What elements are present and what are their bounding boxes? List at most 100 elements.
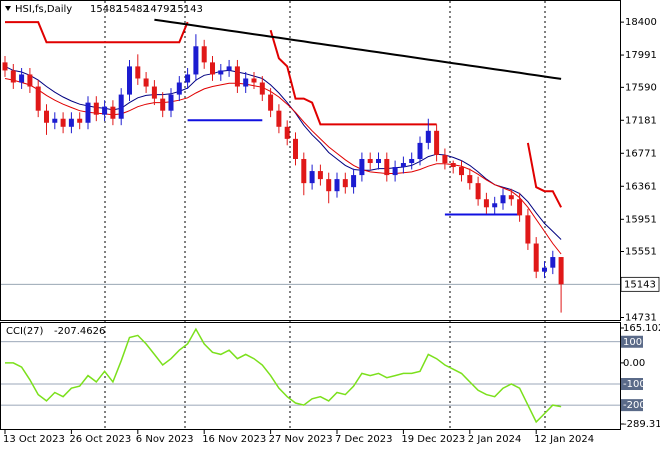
y-tick-label: 15551 xyxy=(625,246,657,257)
candle-body xyxy=(409,158,415,164)
candle-body xyxy=(376,158,381,164)
candle-body xyxy=(243,78,249,87)
candle-body xyxy=(309,171,315,184)
candle-body xyxy=(293,138,298,159)
candle-body xyxy=(168,94,174,111)
x-tick-label: 26 Oct 2023 xyxy=(69,434,131,445)
cci-pane xyxy=(0,322,621,430)
candle-body xyxy=(517,199,523,216)
candle-body xyxy=(359,158,365,176)
candle-body xyxy=(60,118,66,127)
header-high: 15482 xyxy=(117,4,149,15)
candle-body xyxy=(558,257,564,285)
candle-body xyxy=(185,74,191,83)
y-tick-label: 165.1026 xyxy=(623,323,660,334)
candle-body xyxy=(218,70,224,75)
candle-body xyxy=(342,179,348,188)
candle-body xyxy=(400,163,406,168)
x-tick-label: 13 Oct 2023 xyxy=(3,434,65,445)
y-tick-label: 17590 xyxy=(625,82,657,93)
candle-body xyxy=(550,257,556,268)
candle-body xyxy=(334,179,340,192)
cci-title: CCI(27) xyxy=(6,326,44,337)
candle-body xyxy=(301,158,307,184)
y-tick-label: 14731 xyxy=(625,313,657,324)
y-tick-label: 100 xyxy=(623,337,642,348)
candle-body xyxy=(77,118,83,123)
candle-body xyxy=(234,66,240,87)
candle-body xyxy=(284,126,290,139)
level-box xyxy=(621,399,643,412)
candle-body xyxy=(533,243,539,272)
candle-body xyxy=(201,46,207,63)
x-tick-label: 12 Jan 2024 xyxy=(534,434,594,445)
candle-body xyxy=(110,106,116,119)
candle-body xyxy=(268,94,274,111)
candle-body xyxy=(68,118,74,127)
main-pane xyxy=(0,0,621,321)
y-tick-label: 16361 xyxy=(625,181,657,192)
candle-body xyxy=(151,86,157,99)
candle-body xyxy=(525,215,531,244)
overlay-line xyxy=(187,119,520,216)
candle-body xyxy=(351,175,357,188)
candle-body xyxy=(35,86,41,111)
candle-body xyxy=(392,167,398,176)
candle-body xyxy=(459,167,464,176)
cci-line xyxy=(5,327,562,424)
candle-body xyxy=(467,175,473,184)
candle-body xyxy=(52,118,58,123)
candle-body xyxy=(259,82,265,95)
candle-body xyxy=(542,267,547,272)
candle-body xyxy=(500,195,506,204)
candle-body xyxy=(425,130,431,143)
x-tick-label: 2 Jan 2024 xyxy=(468,434,522,445)
cci-value: -207.4626 xyxy=(54,326,105,337)
y-tick-label: -100 xyxy=(623,379,646,390)
candle-body xyxy=(276,110,282,127)
price-box xyxy=(620,276,660,292)
header-low: 14792 xyxy=(144,4,176,15)
price-label: 15143 xyxy=(624,279,656,290)
candle-body xyxy=(226,66,232,71)
x-tick-label: 27 Nov 2023 xyxy=(269,434,333,445)
y-tick-label: 0.00 xyxy=(623,358,645,369)
candle-body xyxy=(102,106,108,115)
y-tick-label: 16771 xyxy=(625,148,657,159)
y-tick-label: 17991 xyxy=(625,50,657,61)
candle-body xyxy=(85,102,91,123)
overlay-line xyxy=(154,18,562,80)
header-close: 15143 xyxy=(171,4,203,15)
x-tick-label: 16 Nov 2023 xyxy=(202,434,266,445)
level-box xyxy=(621,335,643,348)
candle-body xyxy=(434,130,440,155)
candle-body xyxy=(44,110,49,123)
candle-body xyxy=(317,171,323,180)
candle-body xyxy=(10,70,16,83)
level-box xyxy=(621,378,643,391)
y-tick-label: 15951 xyxy=(625,214,657,225)
candle-body xyxy=(475,183,481,200)
candle-body xyxy=(483,199,489,208)
candle-body xyxy=(176,82,182,95)
x-tick-label: 19 Dec 2023 xyxy=(401,434,465,445)
candle-body xyxy=(492,203,498,208)
candle-body xyxy=(135,66,141,79)
y-tick-label: -289.315 xyxy=(623,419,660,430)
y-tick-label: 17181 xyxy=(625,115,657,126)
candle-body xyxy=(508,195,514,200)
candle-body xyxy=(193,46,199,75)
candle-body xyxy=(450,163,456,168)
candle-body xyxy=(19,74,25,83)
candle-body xyxy=(118,94,124,119)
candle-body xyxy=(127,66,132,95)
candle-body xyxy=(93,102,99,115)
chart-title: HSI,fs,Daily xyxy=(15,4,72,15)
candle-body xyxy=(143,78,149,87)
y-tick-label: 18400 xyxy=(625,17,657,28)
candle-body xyxy=(417,142,423,159)
x-tick-label: 6 Nov 2023 xyxy=(136,434,194,445)
header-open: 15482 xyxy=(90,4,122,15)
separators xyxy=(104,1,546,429)
